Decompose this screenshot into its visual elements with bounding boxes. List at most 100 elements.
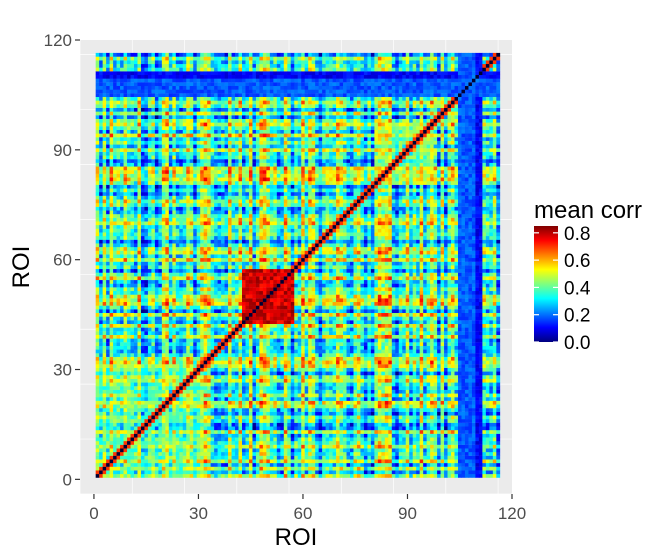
heatmap-cell (102, 82, 107, 87)
heatmap-cell (186, 115, 191, 119)
heatmap-cell (161, 290, 166, 295)
heatmap-cell (193, 473, 198, 478)
heatmap-cell (210, 327, 215, 332)
heatmap-cell (179, 126, 184, 130)
heatmap-cell (242, 144, 246, 149)
heatmap-cell (175, 78, 180, 83)
heatmap-cell (99, 276, 103, 281)
heatmap-cell (137, 192, 142, 196)
heatmap-cell (175, 210, 180, 215)
heatmap-cell (130, 294, 135, 299)
heatmap-cell (214, 195, 218, 200)
heatmap-cell (154, 331, 159, 335)
heatmap-cell (217, 206, 222, 211)
heatmap-cell (182, 118, 187, 123)
heatmap-cell (120, 89, 124, 94)
heatmap-cell (224, 151, 229, 156)
heatmap-cell (144, 151, 149, 156)
heatmap-cell (207, 290, 211, 295)
heatmap-cell (165, 444, 170, 449)
heatmap-cell (127, 382, 131, 387)
heatmap-cell (120, 404, 124, 409)
heatmap-cell (200, 89, 205, 94)
heatmap-cell (158, 122, 163, 127)
heatmap-cell (102, 338, 107, 343)
heatmap-cell (200, 126, 205, 130)
heatmap-cell (134, 137, 138, 141)
heatmap-cell (172, 466, 177, 471)
heatmap-cell (140, 382, 145, 387)
heatmap-cell (238, 137, 243, 141)
heatmap-cell (175, 71, 180, 76)
heatmap-cell (179, 345, 184, 350)
heatmap-cell (203, 257, 208, 262)
heatmap-cell (154, 89, 159, 94)
heatmap-cell (102, 71, 107, 76)
heatmap-cell (207, 122, 211, 127)
heatmap-cell (161, 389, 166, 394)
heatmap-cell (102, 67, 107, 72)
heatmap-cell (95, 257, 100, 262)
heatmap-cell (127, 276, 131, 281)
heatmap-cell (235, 100, 239, 105)
heatmap-cell (238, 184, 243, 189)
heatmap-cell (102, 181, 107, 185)
heatmap-cell (193, 173, 198, 178)
heatmap-cell (151, 60, 156, 65)
heatmap-cell (231, 459, 236, 464)
heatmap-cell (196, 371, 201, 376)
heatmap-cell (235, 250, 239, 255)
heatmap-cell (203, 78, 208, 83)
heatmap-cell (109, 206, 114, 211)
heatmap-cell (137, 448, 142, 453)
heatmap-cell (106, 386, 110, 390)
heatmap-cell (172, 371, 177, 376)
heatmap-cell (137, 444, 142, 449)
heatmap-cell (130, 206, 135, 211)
heatmap-cell (214, 118, 218, 123)
heatmap-cell (217, 473, 222, 478)
heatmap-cell (109, 356, 114, 361)
heatmap-cell (165, 104, 170, 108)
heatmap-cell (238, 367, 243, 372)
heatmap-cell (172, 195, 177, 200)
heatmap-cell (158, 433, 163, 438)
heatmap-cell (102, 203, 107, 207)
heatmap-cell (224, 294, 229, 299)
heatmap-cell (217, 448, 222, 453)
heatmap-cell (134, 470, 138, 475)
heatmap-cell (106, 82, 110, 87)
heatmap-cell (221, 331, 225, 335)
heatmap-cell (189, 151, 194, 156)
heatmap-cell (207, 279, 211, 284)
heatmap-cell (137, 63, 142, 68)
heatmap-cell (235, 63, 239, 68)
heatmap-cell (207, 462, 211, 467)
heatmap-cell (99, 224, 103, 229)
heatmap-cell (130, 389, 135, 394)
heatmap-cell (147, 353, 152, 357)
heatmap-cell (193, 166, 198, 171)
heatmap-cell (106, 462, 110, 467)
heatmap-cell (172, 170, 177, 174)
heatmap-cell (151, 426, 156, 431)
heatmap-cell (154, 371, 159, 376)
heatmap-cell (175, 393, 180, 398)
heatmap-cell (154, 122, 159, 127)
heatmap-cell (120, 444, 124, 449)
heatmap-cell (116, 71, 121, 76)
heatmap-cell (113, 448, 117, 453)
heatmap-cell (203, 294, 208, 299)
heatmap-cell (120, 375, 124, 379)
heatmap-cell (224, 235, 229, 240)
heatmap-cell (235, 265, 239, 270)
heatmap-cell (120, 126, 124, 130)
heatmap-cell (154, 360, 159, 365)
heatmap-cell (235, 426, 239, 431)
heatmap-cell (154, 181, 159, 185)
heatmap-cell (221, 221, 225, 226)
heatmap-cell (193, 228, 198, 233)
heatmap-cell (207, 107, 211, 112)
heatmap-cell (95, 323, 100, 328)
heatmap-cell (158, 173, 163, 178)
